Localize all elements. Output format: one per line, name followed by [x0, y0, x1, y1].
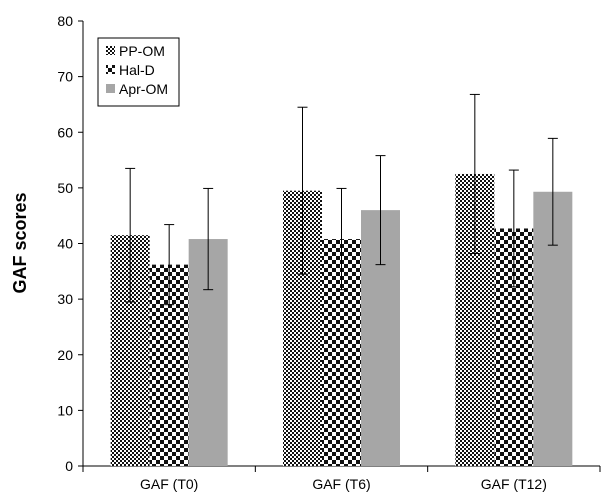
- y-axis: 0 10 20 30 40 50 60 70 80: [57, 13, 84, 474]
- y-tick-label: 30: [57, 291, 73, 307]
- y-tick-label: 40: [57, 236, 73, 252]
- y-axis-title: GAF scores: [10, 192, 30, 293]
- x-axis: GAF (T0) GAF (T6) GAF (T12): [82, 465, 601, 492]
- x-tick-label: GAF (T12): [481, 476, 547, 492]
- x-tick-label: GAF (T0): [140, 476, 198, 492]
- legend-label: Apr-OM: [119, 81, 168, 97]
- y-tick-label: 0: [65, 458, 73, 474]
- y-tick-label: 60: [57, 124, 73, 140]
- legend-label: PP-OM: [119, 43, 165, 59]
- legend-swatch: [106, 84, 115, 93]
- legend-label: Hal-D: [119, 62, 155, 78]
- y-tick-label: 10: [57, 402, 73, 418]
- y-tick-label: 80: [57, 13, 73, 29]
- legend-swatch: [106, 65, 115, 74]
- legend-swatch: [106, 46, 115, 55]
- y-tick-label: 20: [57, 347, 73, 363]
- legend: PP-OM Hal-D Apr-OM: [97, 37, 180, 107]
- error-bar-group: [125, 93, 558, 306]
- x-tick-label: GAF (T6): [312, 476, 370, 492]
- y-tick-label: 70: [57, 69, 73, 85]
- y-tick-label: 50: [57, 180, 73, 196]
- bar-series-group: [110, 173, 573, 467]
